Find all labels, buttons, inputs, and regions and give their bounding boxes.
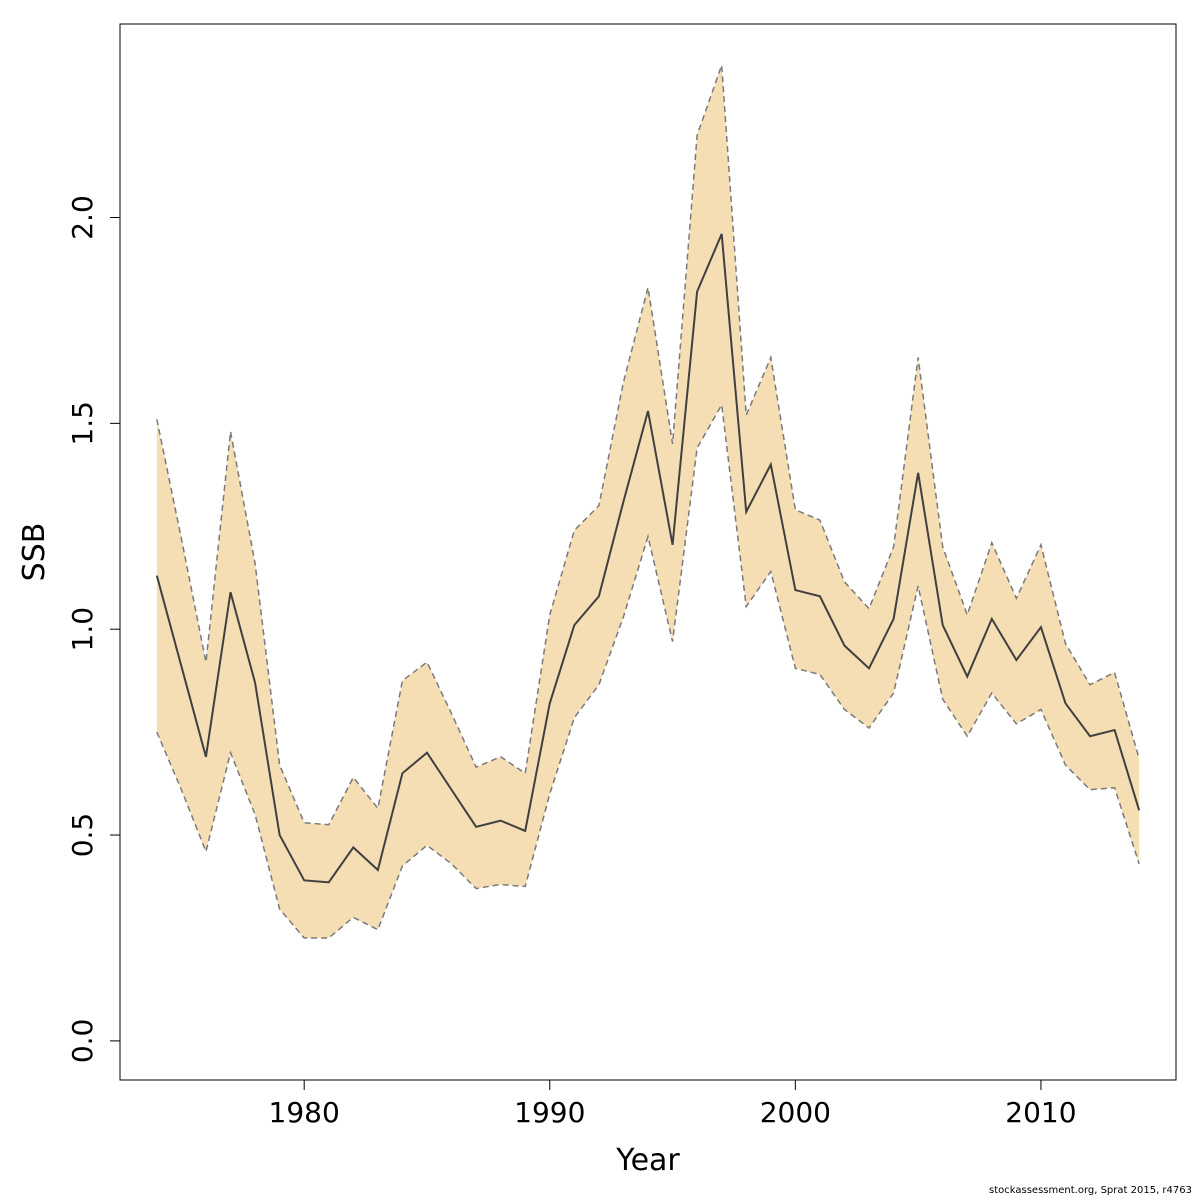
x-axis-title: Year bbox=[615, 1143, 680, 1178]
y-tick-label: 2.0 bbox=[66, 195, 99, 240]
y-tick-label: 1.0 bbox=[66, 607, 99, 652]
x-tick-label: 2010 bbox=[1005, 1096, 1076, 1129]
plot-frame bbox=[119, 23, 1177, 1081]
y-axis-title: SSB bbox=[17, 523, 52, 582]
x-axis: 1980 1990 2000 2010 bbox=[269, 1080, 1077, 1129]
upper-bound-line bbox=[156, 64, 1140, 826]
confidence-band bbox=[156, 65, 1140, 938]
ssb-estimate-line bbox=[155, 233, 1141, 884]
estimate-line-layer bbox=[155, 64, 1141, 939]
y-tick-label: 0.0 bbox=[66, 1019, 99, 1064]
x-tick-label: 2000 bbox=[760, 1096, 831, 1129]
y-tick-label: 1.5 bbox=[66, 401, 99, 446]
lower-bound-line bbox=[156, 402, 1140, 939]
x-tick-label: 1980 bbox=[269, 1096, 340, 1129]
y-tick-label: 0.5 bbox=[66, 813, 99, 858]
y-axis: 0.0 0.5 1.0 1.5 2.0 bbox=[66, 195, 120, 1063]
x-tick-label: 1990 bbox=[514, 1096, 585, 1129]
footer-credit: stockassessment.org, Sprat 2015, r4763 bbox=[989, 1185, 1192, 1196]
confidence-band-layer bbox=[156, 65, 1140, 938]
